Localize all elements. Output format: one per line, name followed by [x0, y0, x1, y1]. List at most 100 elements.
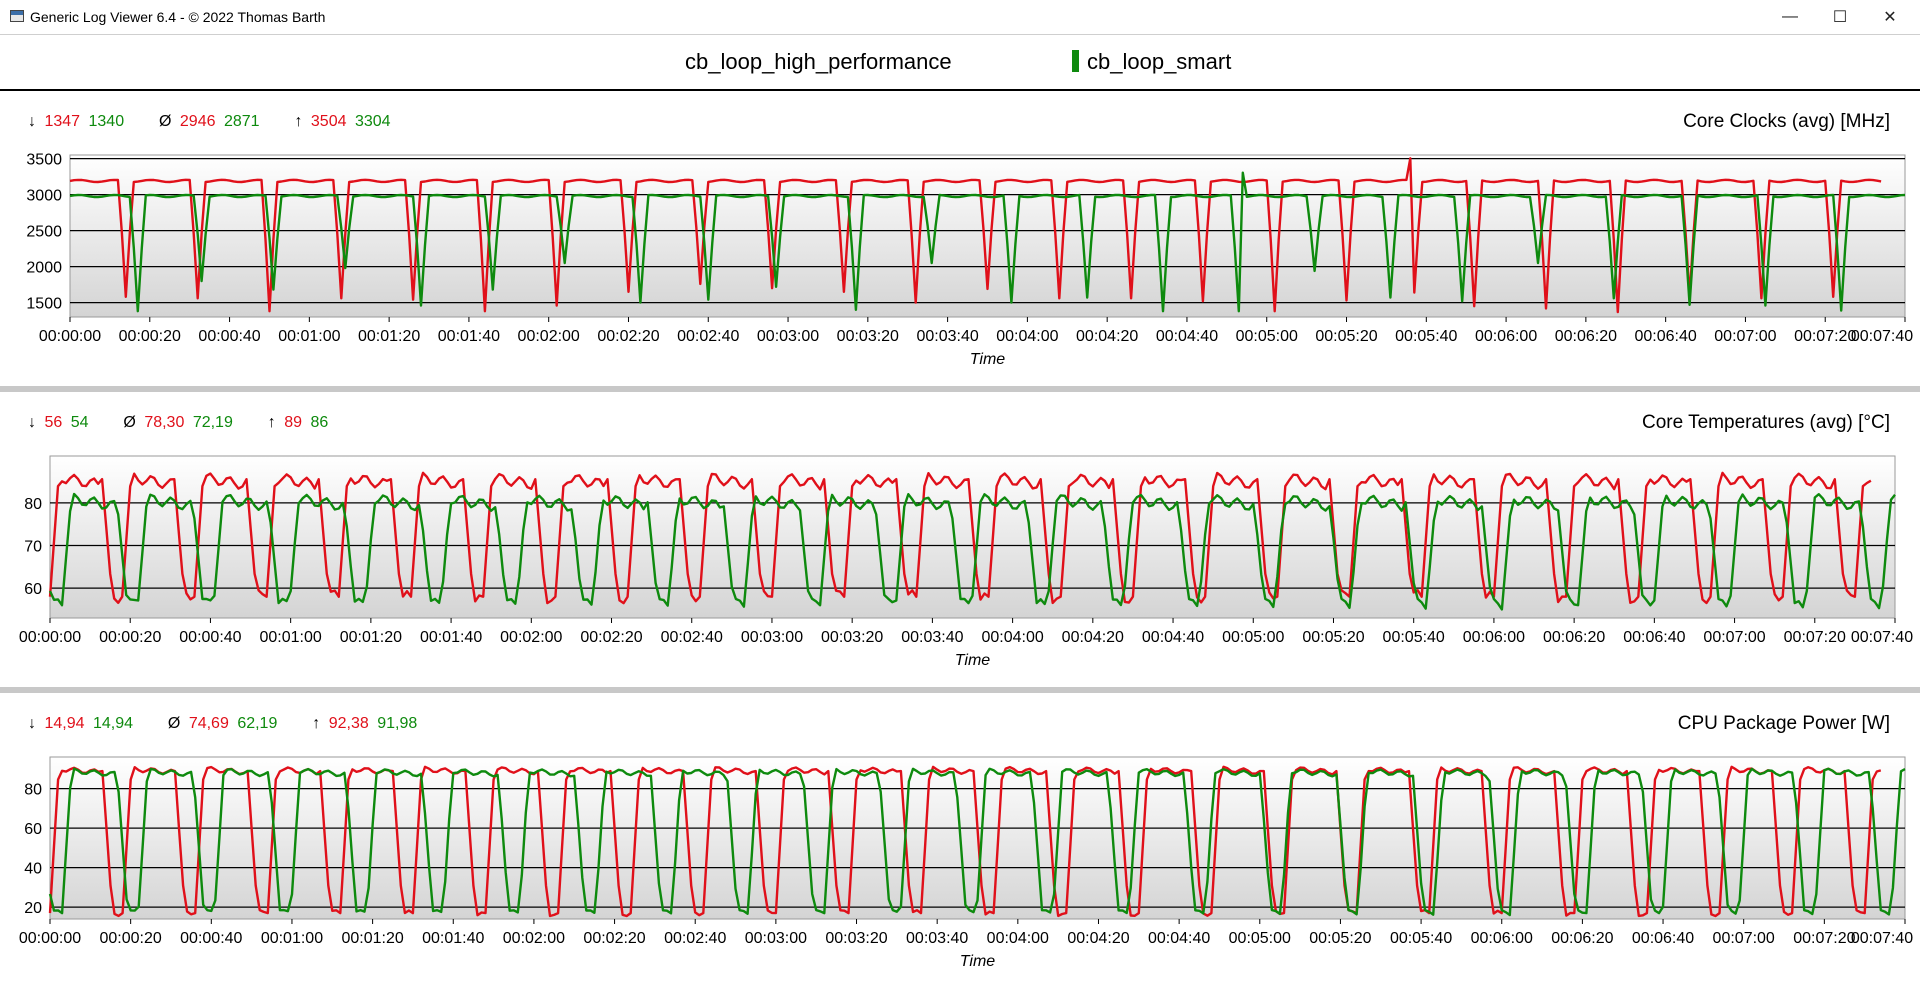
- x-tick-label: 00:02:40: [664, 930, 726, 947]
- x-tick-label: 00:02:00: [500, 629, 562, 646]
- avg-symbol: Ø: [123, 414, 136, 431]
- x-tick-label: 00:03:00: [745, 930, 807, 947]
- x-tick-label: 00:07:20: [1793, 930, 1855, 947]
- y-tick-label: 3000: [26, 188, 62, 205]
- x-tick-label: 00:03:40: [901, 629, 963, 646]
- y-tick-label: 60: [24, 581, 42, 598]
- x-tick-label: 00:03:20: [837, 328, 899, 345]
- y-tick-label: 40: [24, 861, 42, 878]
- x-tick-label: 00:03:00: [741, 629, 803, 646]
- chart-panel-cpu-power: ↓ 14,94 14,94 Ø 74,69 62,19 ↑ 92,38 91,9…: [0, 693, 1920, 990]
- x-tick-label: 00:00:40: [198, 328, 260, 345]
- x-tick-label: 00:00:20: [99, 629, 161, 646]
- series-line-high-performance: [48, 765, 1882, 918]
- x-tick-label: 00:06:40: [1632, 930, 1694, 947]
- x-axis-label: Time: [970, 351, 1006, 368]
- x-tick-label: 00:04:40: [1142, 629, 1204, 646]
- x-tick-label: 00:04:00: [987, 930, 1049, 947]
- series-line-smart: [69, 171, 1906, 313]
- x-tick-label: 00:07:40: [1851, 629, 1913, 646]
- x-tick-label: 00:06:40: [1635, 328, 1697, 345]
- close-button[interactable]: ✕: [1883, 9, 1897, 26]
- x-tick-label: 00:02:20: [597, 328, 659, 345]
- x-tick-label: 00:01:20: [340, 629, 402, 646]
- max-symbol: ↑: [267, 414, 276, 431]
- x-tick-label: 00:04:00: [981, 629, 1043, 646]
- min-symbol: ↓: [28, 414, 36, 431]
- y-tick-label: 20: [24, 900, 42, 917]
- avg-symbol: Ø: [167, 715, 181, 732]
- y-tick-label: 80: [24, 782, 42, 799]
- x-tick-label: 00:02:40: [677, 328, 739, 345]
- min-symbol: ↓: [28, 715, 36, 732]
- x-tick-label: 00:01:40: [438, 328, 500, 345]
- x-tick-label: 00:01:00: [261, 930, 323, 947]
- x-tick-label: 00:01:00: [278, 328, 340, 345]
- x-tick-label: 00:03:20: [821, 629, 883, 646]
- chart-core-temperatures: 60 70 80 00:00:00 00:00:20 00:00:40 00:01:00 00…: [19, 455, 1913, 669]
- x-tick-label: 00:04:20: [1076, 328, 1138, 345]
- window-title: Generic Log Viewer 6.4 - © 2022 Thomas B…: [30, 9, 326, 25]
- x-tick-label: 00:06:20: [1543, 629, 1605, 646]
- series-line-high-performance: [48, 471, 1872, 605]
- chart-title: Core Temperatures (avg) [°C]: [1641, 412, 1890, 433]
- x-tick-label: 00:06:40: [1623, 629, 1685, 646]
- x-tick-label: 00:01:40: [422, 930, 484, 947]
- x-tick-label: 00:00:00: [19, 930, 81, 947]
- x-tick-label: 00:02:00: [518, 328, 580, 345]
- legend: cb_loop_high_performance cb_loop_smart: [0, 35, 1920, 91]
- stats-row: ↓ 56 54 Ø 78,30 72,19 ↑ 89 86: [28, 414, 332, 432]
- stat-avg-a: 2946: [179, 113, 216, 130]
- stat-max-a: 92,38: [328, 715, 369, 732]
- x-tick-label: 00:02:40: [661, 629, 723, 646]
- stat-max-a: 89: [284, 414, 303, 431]
- x-tick-label: 00:07:40: [1851, 328, 1913, 345]
- x-tick-label: 00:07:20: [1794, 328, 1856, 345]
- stat-max-b: 3304: [354, 113, 391, 130]
- legend-item-high-performance[interactable]: cb_loop_high_performance: [685, 49, 952, 75]
- x-tick-label: 00:02:20: [583, 930, 645, 947]
- x-tick-label: 00:04:40: [1156, 328, 1218, 345]
- y-tick-label: 60: [24, 821, 42, 838]
- x-tick-label: 00:03:00: [757, 328, 819, 345]
- minimize-button[interactable]: —: [1782, 8, 1798, 25]
- x-tick-label: 00:04:20: [1067, 930, 1129, 947]
- x-tick-label: 00:06:00: [1475, 328, 1537, 345]
- x-tick-label: 00:01:00: [260, 629, 322, 646]
- legend-item-smart[interactable]: cb_loop_smart: [1072, 49, 1231, 75]
- series-line-smart: [48, 767, 1906, 917]
- x-tick-label: 00:00:40: [179, 629, 241, 646]
- x-tick-label: 00:02:00: [503, 930, 565, 947]
- maximize-button[interactable]: ☐: [1832, 9, 1848, 26]
- x-tick-label: 00:07:00: [1713, 930, 1775, 947]
- x-tick-label: 00:06:20: [1551, 930, 1613, 947]
- stat-max-b: 86: [310, 414, 329, 431]
- x-tick-label: 00:05:00: [1229, 930, 1291, 947]
- x-tick-label: 00:05:40: [1390, 930, 1452, 947]
- min-symbol: ↓: [28, 113, 36, 130]
- y-tick-label: 3500: [26, 152, 62, 169]
- x-tick-label: 00:05:40: [1395, 328, 1457, 345]
- x-tick-label: 00:00:00: [39, 328, 101, 345]
- stat-min-a: 1347: [44, 113, 81, 130]
- x-tick-label: 00:05:20: [1315, 328, 1377, 345]
- x-tick-label: 00:07:00: [1703, 629, 1765, 646]
- legend-label: cb_loop_smart: [1087, 49, 1232, 74]
- title-bar: Generic Log Viewer 6.4 - © 2022 Thomas B…: [0, 0, 1920, 35]
- chart-title: Core Clocks (avg) [MHz]: [1683, 111, 1890, 132]
- stat-avg-a: 78,30: [144, 414, 185, 431]
- stat-avg-b: 2871: [223, 113, 260, 130]
- stats-row: ↓ 14,94 14,94 Ø 74,69 62,19 ↑ 92,38 91,9…: [28, 715, 421, 733]
- x-axis-label: Time: [955, 652, 991, 669]
- x-tick-label: 00:03:40: [906, 930, 968, 947]
- stat-min-a: 14,94: [44, 715, 85, 732]
- x-tick-label: 00:06:00: [1463, 629, 1525, 646]
- x-axis-label: Time: [960, 953, 996, 970]
- chart-panel-core-temperatures: ↓ 56 54 Ø 78,30 72,19 ↑ 89 86 Core Tempe…: [0, 392, 1920, 693]
- x-tick-label: 00:01:40: [420, 629, 482, 646]
- x-tick-label: 00:05:20: [1309, 930, 1371, 947]
- stat-min-b: 14,94: [92, 715, 133, 732]
- y-tick-label: 2000: [26, 260, 62, 277]
- stat-avg-b: 62,19: [237, 715, 278, 732]
- x-tick-label: 00:04:40: [1148, 930, 1210, 947]
